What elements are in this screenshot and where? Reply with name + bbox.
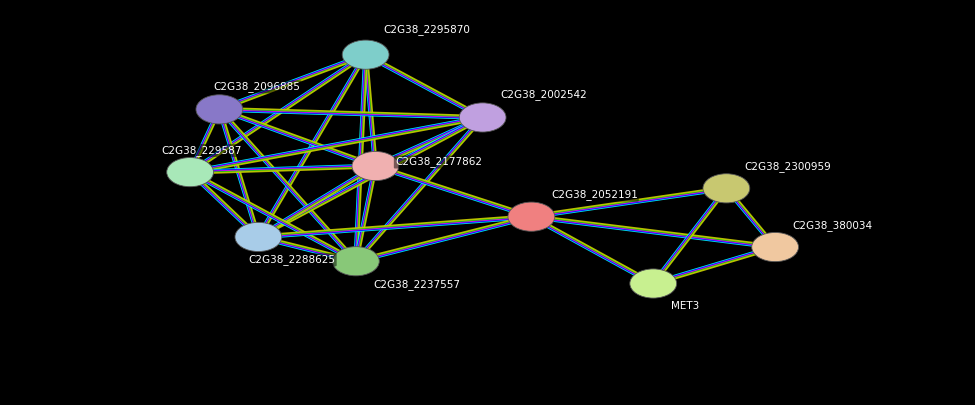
Ellipse shape bbox=[342, 40, 389, 69]
Ellipse shape bbox=[332, 247, 379, 276]
Text: C2G38_2052191: C2G38_2052191 bbox=[551, 190, 638, 200]
Text: C2G38_2300959: C2G38_2300959 bbox=[744, 161, 831, 172]
Ellipse shape bbox=[235, 222, 282, 252]
Text: MET3: MET3 bbox=[671, 301, 699, 311]
Text: C2G38_2295870: C2G38_2295870 bbox=[383, 24, 470, 35]
Text: C2G38_2288625: C2G38_2288625 bbox=[249, 254, 335, 265]
Ellipse shape bbox=[167, 158, 214, 187]
Text: C2G38_229587: C2G38_229587 bbox=[161, 145, 241, 156]
Ellipse shape bbox=[352, 151, 399, 181]
Ellipse shape bbox=[630, 269, 677, 298]
Text: C2G38_2177862: C2G38_2177862 bbox=[395, 157, 482, 167]
Text: C2G38_2002542: C2G38_2002542 bbox=[500, 90, 587, 100]
Ellipse shape bbox=[703, 174, 750, 203]
Text: C2G38_2096885: C2G38_2096885 bbox=[214, 81, 300, 92]
Ellipse shape bbox=[752, 232, 799, 262]
Text: C2G38_380034: C2G38_380034 bbox=[793, 220, 873, 231]
Ellipse shape bbox=[508, 202, 555, 231]
Ellipse shape bbox=[459, 103, 506, 132]
Text: C2G38_2237557: C2G38_2237557 bbox=[373, 279, 460, 290]
Ellipse shape bbox=[196, 95, 243, 124]
